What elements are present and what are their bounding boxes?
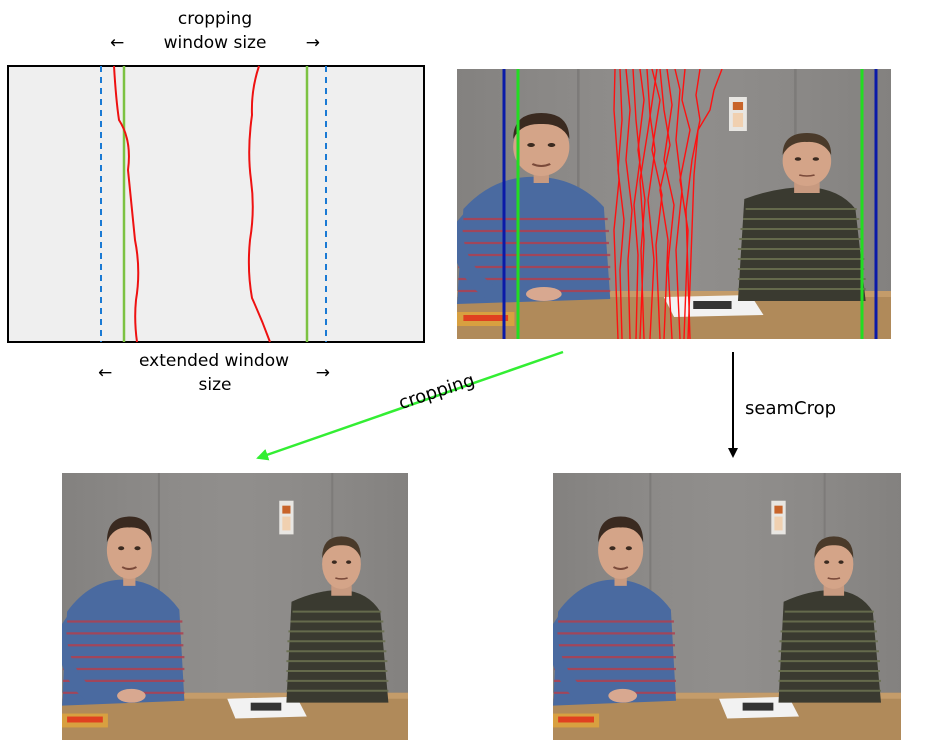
schematic-frame <box>7 65 425 343</box>
schematic-panel <box>7 65 425 343</box>
extended-window-label-line1: extended window <box>138 351 290 371</box>
cropping-window-label: cropping <box>160 8 270 30</box>
right-arrow-icon: → <box>315 363 330 383</box>
seamcrop-arrow-text: seamCrop <box>745 398 837 419</box>
left-arrow-icon: ← <box>98 363 113 383</box>
seam-right <box>247 65 271 343</box>
seamcrop-arrow-label: seamCrop <box>745 398 836 420</box>
left-arrow-icon: ← <box>110 33 125 53</box>
seamcrop-result-frame <box>553 473 901 740</box>
source-frame-with-seams <box>457 69 891 339</box>
extended-window-label-row: ← extended window → <box>98 350 330 383</box>
extended-window-label-line2: size <box>198 375 232 395</box>
cropping-result-frame <box>62 473 408 740</box>
window-size-label-row: ← window size → <box>110 32 320 54</box>
seam-left <box>113 65 140 343</box>
right-arrow-icon: → <box>305 33 320 53</box>
cropping-arrow <box>256 350 564 461</box>
cropping-window-label-line1: cropping <box>177 9 253 29</box>
seam-bundle <box>613 69 723 339</box>
cropping-window-label-line2: window size <box>163 33 267 53</box>
extended-window-label-size: size <box>160 374 270 396</box>
